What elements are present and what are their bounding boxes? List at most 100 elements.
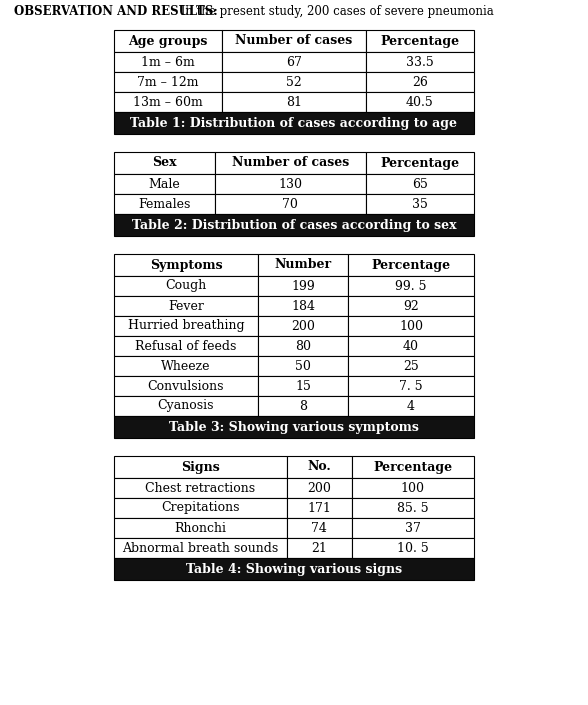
Text: 8: 8 [299,400,307,412]
Bar [114,456,287,478]
Bar [348,396,474,416]
Bar [114,92,222,112]
Bar [222,30,366,52]
Bar [287,478,352,498]
Bar [352,478,474,498]
Text: 21: 21 [311,541,327,555]
Text: 85. 5: 85. 5 [397,501,429,515]
Bar [258,396,348,416]
Text: Signs: Signs [181,460,220,474]
Bar [114,336,258,356]
Bar [366,194,474,214]
Bar [114,30,222,52]
Bar [348,254,474,276]
Text: 35: 35 [412,197,428,211]
Text: Percentage: Percentage [380,157,460,169]
Bar [366,30,474,52]
Text: 70: 70 [282,197,298,211]
Text: Fever: Fever [168,300,204,312]
Text: Percentage: Percentage [373,460,452,474]
Text: Refusal of feeds: Refusal of feeds [135,340,237,352]
Text: 37: 37 [405,522,421,534]
Bar [114,478,287,498]
Text: 99. 5: 99. 5 [395,279,427,293]
Text: Percentage: Percentage [372,259,450,271]
Text: 40: 40 [403,340,419,352]
Text: 65: 65 [412,178,428,190]
Text: Rhonchi: Rhonchi [175,522,226,534]
Bar [222,72,366,92]
Text: 67: 67 [286,56,302,68]
Bar [114,316,258,336]
Bar [114,296,258,316]
Text: 184: 184 [291,300,315,312]
Text: Wheeze: Wheeze [161,360,211,372]
Bar [258,316,348,336]
Text: 100: 100 [399,319,423,333]
Text: 200: 200 [308,482,331,494]
Text: 80: 80 [295,340,311,352]
Bar [366,52,474,72]
Text: 7m – 12m: 7m – 12m [137,75,199,89]
Text: Table 3: Showing various symptoms: Table 3: Showing various symptoms [169,420,419,434]
Text: 15: 15 [295,379,311,393]
Bar [348,336,474,356]
Bar [114,52,222,72]
Bar [222,52,366,72]
Bar [114,254,258,276]
Text: Sex: Sex [152,157,177,169]
Bar [215,174,366,194]
Text: 7. 5: 7. 5 [399,379,423,393]
Text: Table 4: Showing various signs: Table 4: Showing various signs [186,563,402,575]
Bar [114,416,474,438]
Bar [348,376,474,396]
Bar [348,296,474,316]
Text: Male: Male [149,178,181,190]
Text: 200: 200 [291,319,315,333]
Bar [366,152,474,174]
Bar [366,72,474,92]
Text: 130: 130 [278,178,302,190]
Text: Abnormal breath sounds: Abnormal breath sounds [122,541,279,555]
Text: In the present study, 200 cases of severe pneumonia: In the present study, 200 cases of sever… [177,5,494,18]
Bar [215,152,366,174]
Bar [352,498,474,518]
Bar [348,316,474,336]
Text: 74: 74 [311,522,327,534]
Text: Table 1: Distribution of cases according to age: Table 1: Distribution of cases according… [131,116,457,130]
Bar [114,396,258,416]
Text: Cough: Cough [165,279,206,293]
Bar [258,296,348,316]
Bar [287,538,352,558]
Bar [114,194,215,214]
Text: Percentage: Percentage [380,35,460,47]
Bar [258,376,348,396]
Bar [114,558,474,580]
Bar [348,276,474,296]
Text: 1m – 6m: 1m – 6m [141,56,195,68]
Text: Symptoms: Symptoms [150,259,222,271]
Bar [287,456,352,478]
Text: Number of cases: Number of cases [232,157,349,169]
Bar [258,276,348,296]
Bar [114,174,215,194]
Text: Number of cases: Number of cases [235,35,353,47]
Text: Age groups: Age groups [128,35,208,47]
Bar [114,498,287,518]
Text: 50: 50 [295,360,311,372]
Bar [352,518,474,538]
Text: Table 2: Distribution of cases according to sex: Table 2: Distribution of cases according… [132,219,456,231]
Bar [287,518,352,538]
Text: Chest retractions: Chest retractions [145,482,255,494]
Bar [215,194,366,214]
Bar [258,254,348,276]
Bar [114,112,474,134]
Text: 199: 199 [291,279,315,293]
Bar [114,152,215,174]
Bar [348,356,474,376]
Text: OBSERVATION AND RESULTS:: OBSERVATION AND RESULTS: [14,5,218,18]
Text: No.: No. [308,460,331,474]
Text: 26: 26 [412,75,428,89]
Bar [352,538,474,558]
Text: Crepitations: Crepitations [161,501,240,515]
